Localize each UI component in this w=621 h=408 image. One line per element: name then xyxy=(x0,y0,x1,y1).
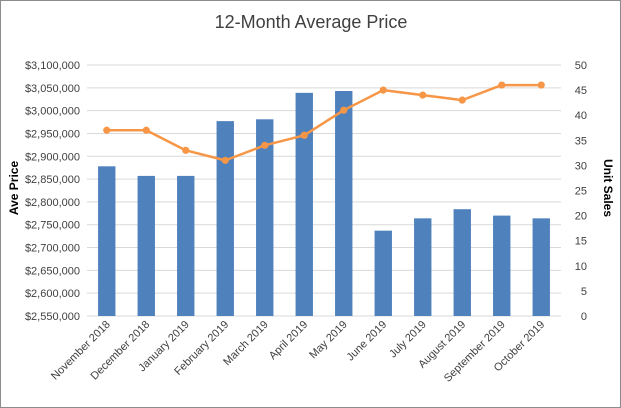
unit-sales-point xyxy=(182,146,190,154)
bar-series xyxy=(98,91,550,317)
y2-tick-label: 0 xyxy=(581,311,587,323)
y-tick-label: $2,800,000 xyxy=(25,197,80,209)
unit-sales-point xyxy=(419,91,427,99)
y2-tick-label: 10 xyxy=(575,261,587,273)
price-bar xyxy=(256,119,274,316)
x-tick-label: July 2019 xyxy=(387,319,429,361)
unit-sales-point xyxy=(537,81,545,89)
unit-sales-point xyxy=(340,106,348,114)
price-bar xyxy=(177,175,195,316)
price-bar xyxy=(216,121,234,317)
y-tick-label: $2,700,000 xyxy=(25,243,80,255)
price-bar xyxy=(374,230,392,316)
y-tick-label: $2,550,000 xyxy=(25,311,80,323)
gridlines xyxy=(87,64,561,317)
y-tick-label: $2,650,000 xyxy=(25,265,80,277)
y2-tick-label: 30 xyxy=(575,160,587,172)
chart-title: 12-Month Average Price xyxy=(215,12,408,32)
y2-tick-label: 20 xyxy=(575,211,587,223)
x-tick-label: April 2019 xyxy=(267,319,311,363)
unit-sales-point xyxy=(300,131,308,139)
y2-tick-label: 25 xyxy=(575,186,587,198)
y2-axis-title: Unit Sales xyxy=(601,159,615,217)
y2-tick-label: 35 xyxy=(575,135,587,147)
unit-sales-point xyxy=(103,126,111,134)
y2-tick-label: 45 xyxy=(575,85,587,97)
y-tick-label: $2,850,000 xyxy=(25,174,80,186)
y-axis-title: Ave Price xyxy=(7,161,21,216)
y-tick-label: $3,100,000 xyxy=(25,60,80,72)
price-bar xyxy=(295,92,313,316)
y-tick-label: $2,750,000 xyxy=(25,220,80,232)
y2-tick-label: 15 xyxy=(575,236,587,248)
unit-sales-point xyxy=(458,96,466,104)
unit-sales-point xyxy=(142,126,150,134)
price-bar xyxy=(335,91,353,316)
unit-sales-point xyxy=(261,141,269,149)
left-axis-ticks: $2,550,000 $2,600,000 $2,650,000 $2,700,000… xyxy=(25,60,80,323)
y2-tick-label: 40 xyxy=(575,110,587,122)
price-bar xyxy=(532,218,550,316)
unit-sales-point xyxy=(221,156,229,164)
x-tick-label: June 2019 xyxy=(345,319,390,364)
y-tick-label: $2,900,000 xyxy=(25,151,80,163)
price-bar xyxy=(493,215,511,316)
line-series xyxy=(103,81,545,164)
y-tick-label: $3,050,000 xyxy=(25,83,80,95)
y-tick-label: $2,950,000 xyxy=(25,128,80,140)
price-bar xyxy=(414,218,432,316)
unit-sales-point xyxy=(498,81,506,89)
price-bar xyxy=(137,175,155,316)
y-tick-label: $3,000,000 xyxy=(25,106,80,118)
price-bar xyxy=(98,166,116,316)
right-axis-ticks: 0 5 10 15 20 25 30 35 40 45 50 xyxy=(575,60,587,323)
y2-tick-label: 5 xyxy=(581,286,587,298)
unit-sales-point xyxy=(379,86,387,94)
price-bar xyxy=(453,209,471,316)
unit-sales-line xyxy=(106,83,542,162)
y-tick-label: $2,600,000 xyxy=(25,288,80,300)
y2-tick-label: 50 xyxy=(575,60,587,72)
